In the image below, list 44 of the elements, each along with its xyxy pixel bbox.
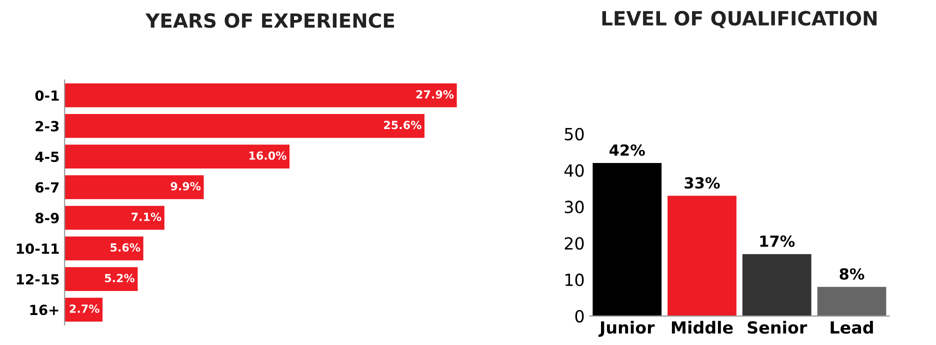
bar — [64, 114, 424, 138]
y-tick-label: 4-5 — [35, 152, 59, 162]
bar — [592, 163, 662, 316]
bar — [64, 175, 204, 200]
y-tick-label: 30 — [564, 200, 584, 214]
data-label: 27.9% — [416, 90, 454, 99]
data-label: 25.6% — [384, 120, 422, 130]
data-label: 16.0% — [249, 151, 286, 160]
data-label: 5.2% — [104, 274, 135, 282]
y-tick-label: 2-3 — [36, 120, 59, 132]
bar — [64, 298, 103, 322]
data-label: 33% — [684, 177, 720, 189]
bar — [64, 267, 138, 292]
data-label: 2.7% — [70, 304, 100, 313]
bar — [64, 206, 164, 230]
y-tick-label: 20 — [564, 237, 584, 250]
y-tick-label: 40 — [564, 164, 584, 177]
y-tick-label: 10 — [565, 274, 584, 286]
y-tick-label: 16+ — [30, 304, 58, 316]
x-tick-label: Junior — [598, 320, 655, 337]
x-tick-label: Middle — [672, 320, 733, 334]
bar — [64, 236, 144, 260]
x-tick-label: Senior — [748, 320, 808, 334]
y-tick-label: 8-9 — [35, 212, 59, 224]
bar — [742, 254, 812, 316]
bar — [817, 286, 886, 316]
data-label: 9.9% — [170, 182, 201, 190]
y-tick-label: 50 — [564, 128, 584, 140]
y-tick-label: 12-15 — [16, 274, 59, 285]
data-label: 8% — [840, 268, 864, 280]
y-tick-label: 0 — [575, 310, 584, 323]
y-tick-label: 6-7 — [35, 182, 59, 193]
data-label: 17% — [760, 235, 795, 247]
y-tick-label: 10-11 — [16, 243, 59, 254]
data-label: 7.1% — [132, 212, 162, 222]
bar — [668, 196, 736, 316]
bar — [64, 144, 290, 169]
data-label: 42% — [610, 144, 645, 156]
y-tick-label: 0-1 — [35, 90, 59, 101]
data-label: 5.6% — [110, 243, 140, 252]
chart-title: YEARS OF EXPERIENCE — [145, 13, 394, 28]
x-tick-label: Lead — [830, 320, 873, 334]
bar — [64, 83, 457, 108]
chart-title: LEVEL OF QUALIFICATION — [602, 10, 877, 28]
